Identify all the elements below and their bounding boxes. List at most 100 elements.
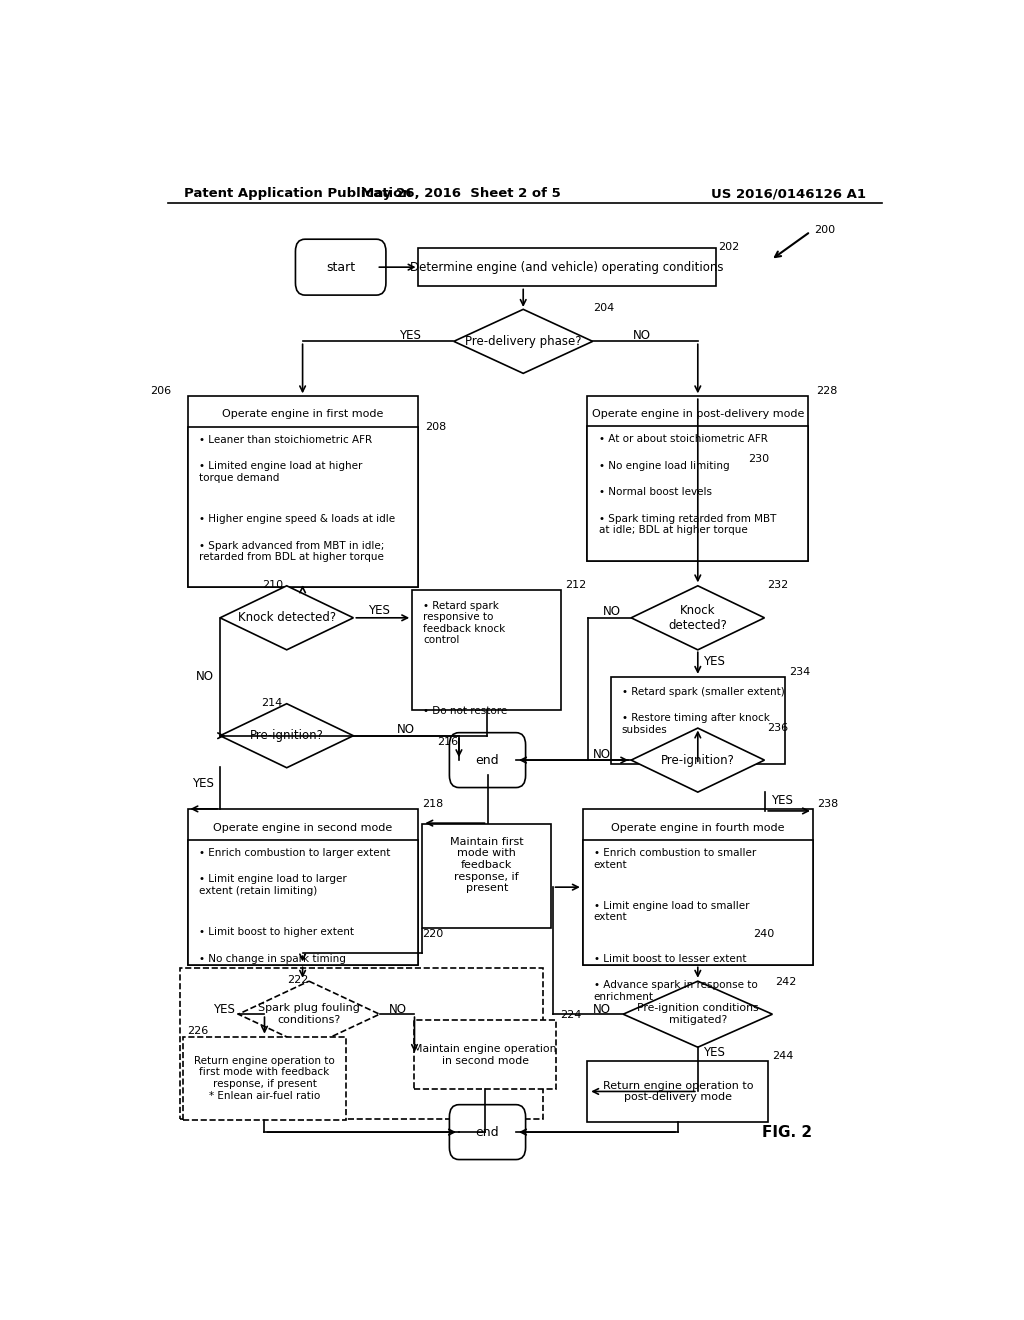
Polygon shape [454, 309, 593, 374]
Text: 228: 228 [816, 385, 838, 396]
Text: • Limit boost to lesser extent: • Limit boost to lesser extent [594, 954, 746, 964]
Text: YES: YES [191, 777, 214, 789]
Text: • Enrich combustion to larger extent: • Enrich combustion to larger extent [199, 847, 390, 858]
Text: NO: NO [389, 1003, 407, 1015]
Text: Spark plug fouling
conditions?: Spark plug fouling conditions? [258, 1003, 359, 1026]
FancyBboxPatch shape [583, 809, 813, 965]
Text: May 26, 2016  Sheet 2 of 5: May 26, 2016 Sheet 2 of 5 [361, 187, 561, 201]
Text: 224: 224 [560, 1010, 581, 1020]
Text: 240: 240 [754, 929, 774, 940]
Text: • Enrich combustion to smaller
extent: • Enrich combustion to smaller extent [594, 847, 756, 870]
FancyBboxPatch shape [296, 239, 386, 296]
Text: start: start [326, 260, 355, 273]
Text: Return engine operation to
first mode with feedback
response, if present
* Enlea: Return engine operation to first mode wi… [195, 1056, 335, 1101]
Text: • Leaner than stoichiometric AFR: • Leaner than stoichiometric AFR [199, 434, 372, 445]
Text: 208: 208 [426, 421, 446, 432]
Text: Operate engine in second mode: Operate engine in second mode [213, 822, 392, 833]
Text: Knock detected?: Knock detected? [238, 611, 336, 624]
Text: 216: 216 [437, 737, 458, 747]
FancyBboxPatch shape [610, 677, 785, 764]
Text: • Limit engine load to larger
extent (retain limiting): • Limit engine load to larger extent (re… [199, 874, 346, 896]
FancyBboxPatch shape [588, 426, 808, 561]
Text: US 2016/0146126 A1: US 2016/0146126 A1 [711, 187, 866, 201]
FancyBboxPatch shape [187, 840, 418, 965]
Text: Pre-ignition?: Pre-ignition? [250, 729, 324, 742]
Text: 234: 234 [790, 667, 810, 677]
Text: 230: 230 [749, 454, 770, 463]
Text: Return engine operation to
post-delivery mode: Return engine operation to post-delivery… [603, 1081, 754, 1102]
Text: 244: 244 [772, 1051, 794, 1061]
Text: NO: NO [633, 329, 651, 342]
Text: Pre-ignition conditions
mitigated?: Pre-ignition conditions mitigated? [637, 1003, 759, 1026]
Text: NO: NO [603, 605, 622, 618]
FancyBboxPatch shape [415, 1020, 556, 1089]
FancyBboxPatch shape [450, 1105, 525, 1159]
Text: 238: 238 [817, 800, 838, 809]
Text: 200: 200 [814, 224, 836, 235]
Polygon shape [631, 586, 765, 649]
Text: Determine engine (and vehicle) operating conditions: Determine engine (and vehicle) operating… [410, 260, 724, 273]
FancyBboxPatch shape [187, 809, 418, 965]
Text: Maintain first
mode with
feedback
response, if
present: Maintain first mode with feedback respon… [450, 837, 523, 894]
Text: NO: NO [593, 747, 610, 760]
Text: YES: YES [213, 1003, 236, 1015]
Text: YES: YES [703, 655, 725, 668]
Text: 222: 222 [288, 974, 309, 985]
Text: • Spark advanced from MBT in idle;
retarded from BDL at higher torque: • Spark advanced from MBT in idle; retar… [199, 541, 384, 562]
FancyBboxPatch shape [418, 248, 716, 286]
Text: YES: YES [398, 329, 421, 342]
Text: Knock
detected?: Knock detected? [669, 603, 727, 632]
FancyBboxPatch shape [583, 840, 813, 965]
Text: end: end [476, 1126, 500, 1139]
Text: 202: 202 [718, 242, 739, 252]
FancyBboxPatch shape [588, 396, 808, 561]
Text: 226: 226 [187, 1027, 208, 1036]
Text: • Normal boost levels: • Normal boost levels [599, 487, 712, 498]
Text: 236: 236 [767, 722, 788, 733]
FancyBboxPatch shape [422, 824, 551, 928]
Text: • Limited engine load at higher
torque demand: • Limited engine load at higher torque d… [199, 461, 362, 483]
Text: YES: YES [703, 1047, 725, 1060]
Polygon shape [631, 729, 765, 792]
Text: • Retard spark (smaller extent): • Retard spark (smaller extent) [622, 686, 784, 697]
Text: Pre-delivery phase?: Pre-delivery phase? [465, 335, 582, 348]
Text: Maintain engine operation
in second mode: Maintain engine operation in second mode [414, 1044, 557, 1065]
Text: 214: 214 [261, 698, 283, 709]
Text: Patent Application Publication: Patent Application Publication [183, 187, 412, 201]
Text: 212: 212 [565, 581, 587, 590]
Text: • Limit boost to higher extent: • Limit boost to higher extent [199, 928, 353, 937]
Text: Operate engine in fourth mode: Operate engine in fourth mode [611, 822, 784, 833]
Text: 242: 242 [775, 977, 796, 986]
Text: NO: NO [196, 671, 214, 684]
Text: 232: 232 [767, 581, 788, 590]
FancyBboxPatch shape [450, 733, 525, 788]
Text: end: end [476, 754, 500, 767]
Text: • Advance spark in response to
enrichment: • Advance spark in response to enrichmen… [594, 981, 758, 1002]
Text: NO: NO [593, 1003, 610, 1015]
Text: • Retard spark
responsive to
feedback knock
control: • Retard spark responsive to feedback kn… [423, 601, 506, 645]
Text: • Higher engine speed & loads at idle: • Higher engine speed & loads at idle [199, 515, 395, 524]
Text: • No change in spark timing: • No change in spark timing [199, 954, 345, 964]
Text: YES: YES [771, 795, 793, 808]
FancyBboxPatch shape [183, 1036, 346, 1119]
Text: FIG. 2: FIG. 2 [762, 1125, 812, 1139]
Text: 210: 210 [261, 581, 283, 590]
Text: Operate engine in first mode: Operate engine in first mode [222, 409, 383, 420]
Text: 204: 204 [593, 302, 614, 313]
Text: 218: 218 [422, 800, 443, 809]
FancyBboxPatch shape [187, 396, 418, 587]
Polygon shape [239, 981, 380, 1047]
Text: • No engine load limiting: • No engine load limiting [599, 461, 729, 471]
Text: 206: 206 [151, 387, 172, 396]
FancyBboxPatch shape [412, 590, 561, 710]
Text: 220: 220 [422, 929, 443, 940]
Text: NO: NO [396, 723, 415, 737]
FancyBboxPatch shape [588, 1061, 768, 1122]
FancyBboxPatch shape [187, 426, 418, 587]
Text: • Limit engine load to smaller
extent: • Limit engine load to smaller extent [594, 900, 750, 923]
Text: YES: YES [368, 605, 390, 618]
Text: Pre-ignition?: Pre-ignition? [660, 754, 735, 767]
Text: • Spark timing retarded from MBT
at idle; BDL at higher torque: • Spark timing retarded from MBT at idle… [599, 513, 776, 535]
Text: • Do not restore: • Do not restore [423, 706, 508, 717]
Polygon shape [220, 586, 353, 649]
